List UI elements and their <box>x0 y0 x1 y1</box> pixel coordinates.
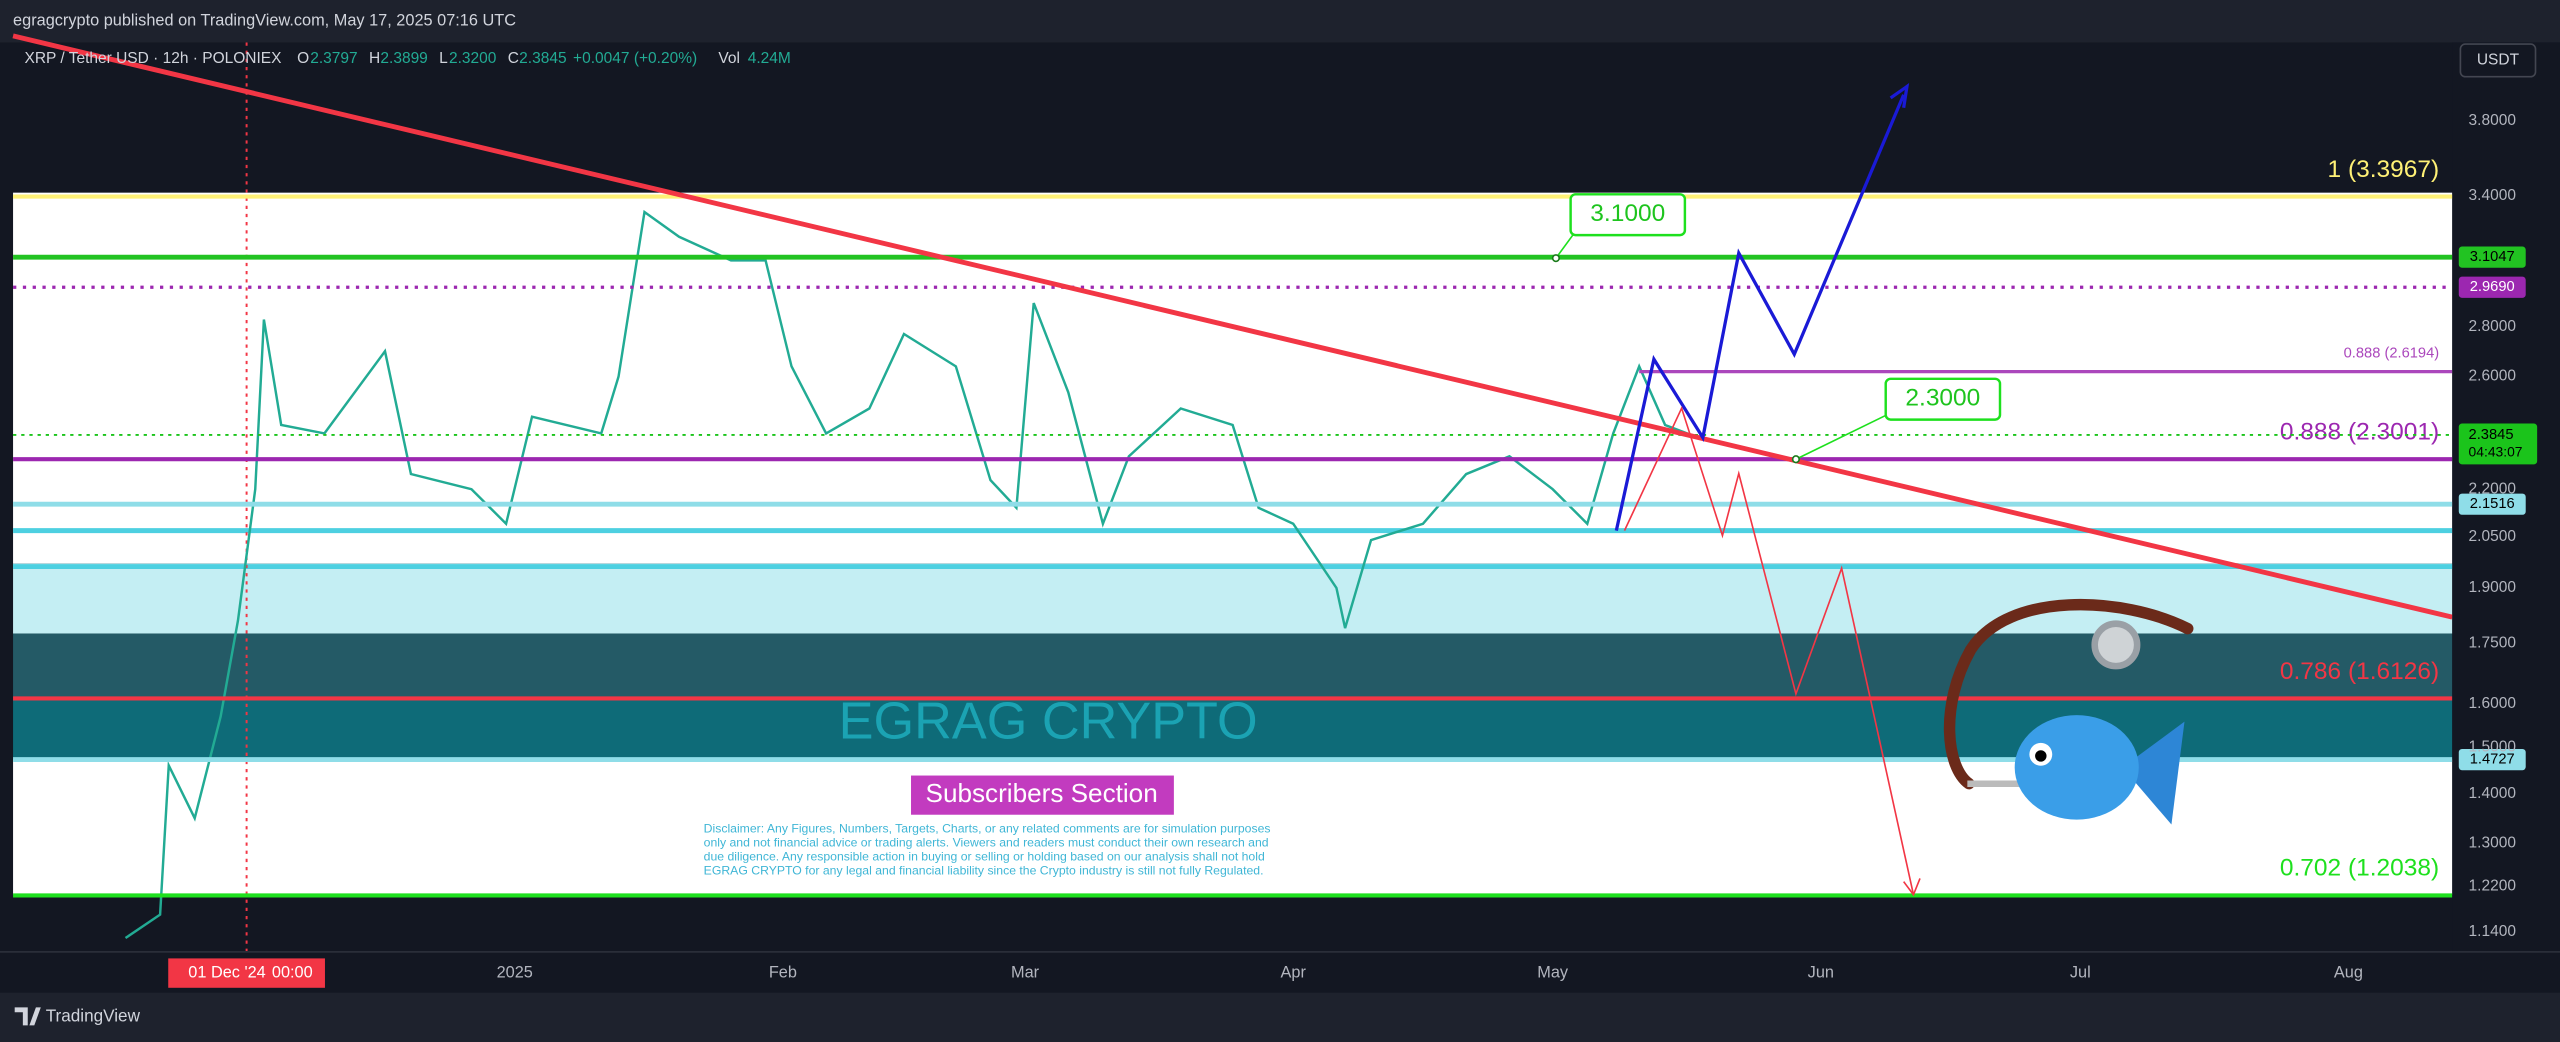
y-tick-label: 2.2000 <box>2469 480 2517 497</box>
disclaimer-line: only and not financial advice or trading… <box>704 836 1269 850</box>
y-tick-label: 1.6000 <box>2469 695 2517 712</box>
disclaimer-line: EGRAG CRYPTO for any legal and financial… <box>704 863 1264 877</box>
price-badge-label: 3.1047 <box>2470 249 2515 265</box>
ohlc-key: L <box>439 50 448 67</box>
axes: 3.1047 2.9690 2.1516 1.4727 3.8000 3.4000 2.80… <box>168 112 2538 988</box>
section-box <box>911 775 1174 815</box>
crosshair-badge <box>168 958 325 988</box>
fish-pupil <box>2035 750 2047 762</box>
fish-tail <box>2122 721 2185 825</box>
fib-label: 1 (3.3967) <box>2328 156 2440 183</box>
disclaimer-line: Disclaimer: Any Figures, Numbers, Target… <box>704 822 1271 836</box>
y-tick-label: 2.8000 <box>2469 318 2517 335</box>
crosshair-date: 01 Dec '24 <box>188 963 265 981</box>
y-tick-label: 2.6000 <box>2469 368 2517 385</box>
x-tick-label: 2025 <box>497 963 533 981</box>
ohlc-key: C <box>508 50 519 67</box>
callout-label: 2.3000 <box>1905 385 1980 412</box>
x-tick-label: Feb <box>769 963 797 981</box>
zone <box>13 192 2453 564</box>
y-tick-label: 2.0500 <box>2469 528 2517 545</box>
price-badge-label: 2.1516 <box>2470 496 2515 512</box>
price-badge <box>2458 493 2526 515</box>
hook <box>1943 598 2194 790</box>
fish-body <box>2014 715 2139 820</box>
fish-illustration <box>1943 598 2194 825</box>
y-tick-label: 1.4000 <box>2469 785 2517 802</box>
brand-logo <box>14 1007 41 1026</box>
data-layer <box>124 42 1692 952</box>
legend: XRP / Tether USD · 12h · POLONIEX O 2.379… <box>24 50 790 67</box>
countdown: 04:43:07 <box>2469 444 2523 460</box>
price-badge <box>2458 276 2526 298</box>
currency-button[interactable] <box>2459 43 2537 78</box>
crosshair-time: 00:00 <box>272 963 313 981</box>
ohlc-value: 2.3200 <box>449 50 497 67</box>
fib-label: 0.702 (1.2038) <box>2280 855 2439 882</box>
y-tick-label: 3.4000 <box>2469 187 2517 204</box>
zone <box>13 563 2453 634</box>
ohlc-value: 2.3845 <box>519 50 566 67</box>
y-tick-label: 1.9000 <box>2469 579 2517 596</box>
published-note: egragcrypto published on TradingView.com… <box>13 12 516 30</box>
price-badge-label: 1.4727 <box>2470 751 2515 767</box>
bobber <box>2091 620 2141 670</box>
callout-box <box>1569 193 1687 237</box>
callout-pointer <box>1795 410 1895 460</box>
ohlc-value: 2.3797 <box>310 50 357 67</box>
arrow-head <box>1903 878 1921 897</box>
x-tick-label: May <box>1537 963 1569 981</box>
ohlc-key: H <box>369 50 380 67</box>
y-tick-label: 1.7500 <box>2469 634 2517 651</box>
last-price-badge <box>2458 423 2538 465</box>
fib-label: 0.888 (2.3001) <box>2280 419 2439 446</box>
y-tick-label: 1.5000 <box>2469 738 2517 755</box>
last-price-label: 2.3845 <box>2469 427 2514 443</box>
ohlc-key: O <box>297 50 309 67</box>
disclaimer: Disclaimer: Any Figures, Numbers, Target… <box>704 822 1271 878</box>
annotations: 3.1000 2.3000 <box>1551 193 2002 464</box>
zone <box>13 633 2453 699</box>
price-badge <box>2458 748 2526 771</box>
fib-label: 0.786 (1.6126) <box>2280 658 2439 685</box>
y-tick-label: 1.1400 <box>2469 923 2517 940</box>
callout-anchor <box>1791 455 1800 464</box>
callout-label: 3.1000 <box>1590 200 1665 227</box>
arrow-head <box>1889 83 1910 109</box>
x-tick-label: Jun <box>1808 963 1834 981</box>
y-tick-label: 1.3000 <box>2469 835 2517 852</box>
ohlc-value: 2.3899 <box>380 50 427 67</box>
callout-box <box>1884 377 2002 421</box>
y-tick-label: 3.8000 <box>2469 112 2517 129</box>
watermark: EGRAG CRYPTO <box>839 693 1258 751</box>
brand: TradingView <box>46 1006 141 1026</box>
volume-key: Vol <box>718 50 740 67</box>
callout-anchor <box>1551 254 1560 263</box>
price-badge-label: 2.9690 <box>2470 279 2515 295</box>
currency: USDT <box>2477 52 2520 69</box>
top-bar <box>0 0 2560 43</box>
x-tick-label: Aug <box>2334 963 2363 981</box>
x-tick-label: Mar <box>1011 963 1040 981</box>
trendline <box>12 33 2453 620</box>
section-title: Subscribers Section <box>926 778 1158 808</box>
levels-layer: 1 (3.3967) 0.888 (2.6194) 0.888 (2.3001) 0.… <box>13 156 2453 898</box>
fib-label: 0.888 (2.6194) <box>2344 346 2440 362</box>
price-line <box>124 209 1692 940</box>
volume-value: 4.24M <box>748 50 791 67</box>
disclaimer-line: due diligence. Any responsible action in… <box>704 849 1265 863</box>
drawings: EGRAG CRYPTO Subscribers Section Disclai… <box>12 33 2453 897</box>
projection-up <box>1614 94 1906 531</box>
x-tick-label: Jul <box>2070 963 2091 981</box>
change: +0.0047 (+0.20%) <box>573 50 697 67</box>
x-tick-label: Apr <box>1281 963 1307 981</box>
projection-down <box>1623 405 1915 895</box>
y-tick-label: 1.2200 <box>2469 877 2517 894</box>
symbol-title: XRP / Tether USD · 12h · POLONIEX <box>24 50 282 67</box>
bottom-bar <box>0 992 2560 1042</box>
price-badge <box>2458 246 2526 268</box>
